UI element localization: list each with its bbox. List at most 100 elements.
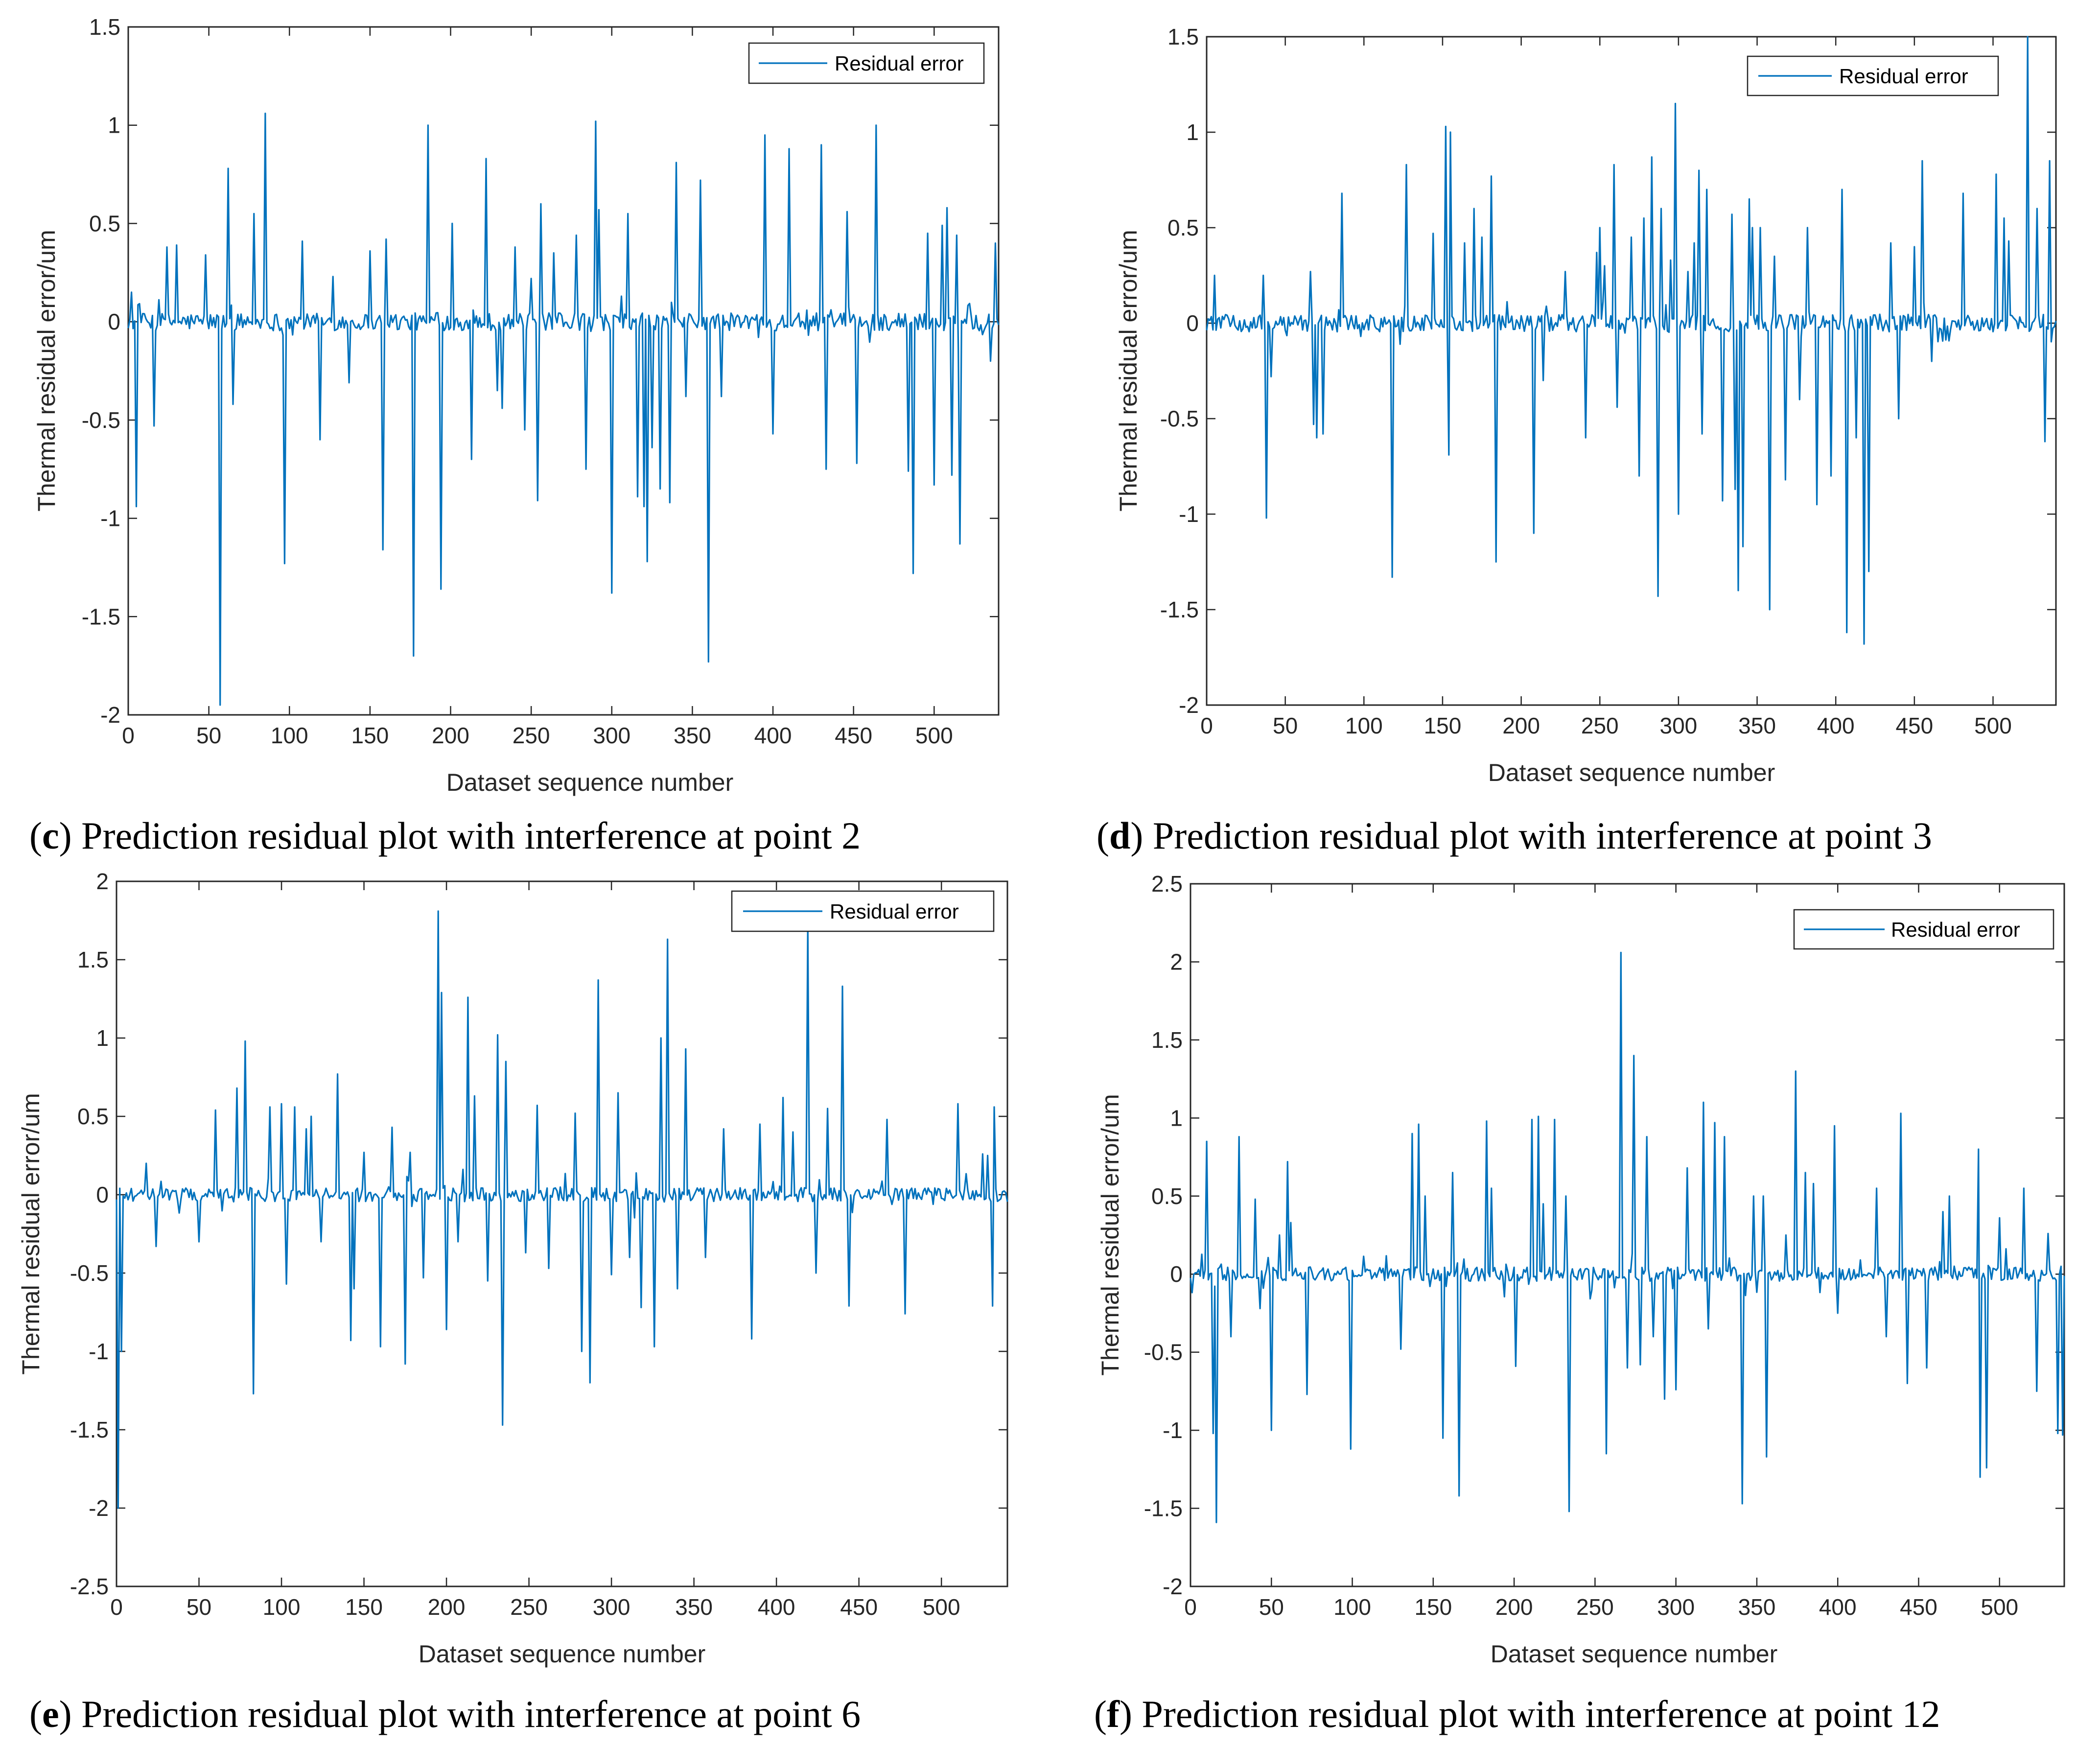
panel-d-xtick-label: 450 — [1895, 713, 1933, 738]
panel-e-ytick-label: 1 — [96, 1025, 109, 1051]
panel-e-xtick-label: 100 — [263, 1594, 301, 1620]
panel-c-residual-line — [127, 113, 1000, 706]
panel-f-xtick-label: 150 — [1414, 1594, 1452, 1620]
panel-e-ytick-label: 2 — [96, 869, 109, 894]
panel-d-residual-line — [1206, 36, 2057, 645]
panel-f-xtick-label: 300 — [1657, 1594, 1695, 1620]
panel-f-plot-area — [1190, 883, 2065, 1587]
panel-c-ytick-label: 0 — [108, 309, 120, 334]
panel-d-legend-label: Residual error — [1839, 65, 1968, 88]
panel-c-chart: 0 50 100 150 200 250 300 350 400 450 500 -2 -1.5 -1 -0… — [29, 14, 1000, 857]
panel-c-caption-text: Prediction residual plot with interferen… — [81, 814, 861, 857]
panel-f-legend: Residual error — [1793, 909, 2054, 950]
panel-d-xtick-label: 300 — [1660, 713, 1698, 738]
panel-f-xtick-label: 450 — [1900, 1594, 1937, 1620]
panel-f-ytick-label: 1 — [1170, 1105, 1183, 1131]
panel-c-legend-label: Residual error — [835, 52, 964, 75]
panel-e-xtick-label: 350 — [675, 1594, 713, 1620]
panel-f-chart: 0 50 100 150 200 250 300 350 400 450 500 -2 -1.5 -1 -0… — [1094, 871, 2065, 1735]
panel-c-ylabel: Thermal residual error/um — [33, 230, 60, 511]
panel-c-xlabel: Dataset sequence number — [446, 769, 733, 796]
panel-d-caption-letter: d — [1109, 814, 1130, 857]
panel-e-xtick-label: 150 — [345, 1594, 383, 1620]
panel-f-xtick-label: 350 — [1738, 1594, 1776, 1620]
panel-c-xtick-label: 0 — [122, 723, 135, 748]
panel-d-xtick-label: 250 — [1581, 713, 1619, 738]
panel-f-ylabel: Thermal residual error/um — [1097, 1094, 1124, 1375]
panel-e-xtick-label: 200 — [428, 1594, 466, 1620]
panel-d-ytick-label: 1.5 — [1167, 24, 1199, 49]
panel-f-xtick-label: 200 — [1495, 1594, 1533, 1620]
panel-e-plot-area — [116, 880, 1008, 1587]
panel-c-xtick-label: 200 — [432, 723, 469, 748]
panel-c-xtick-label: 400 — [754, 723, 792, 748]
panel-f-xtick-label: 100 — [1333, 1594, 1371, 1620]
panel-f-xlabel: Dataset sequence number — [1491, 1640, 1777, 1668]
panel-e-ytick-label: -2 — [89, 1495, 109, 1521]
panel-e-xlabel: Dataset sequence number — [419, 1640, 705, 1668]
panel-e-caption: (e) Prediction residual plot with interf… — [29, 1693, 861, 1735]
panel-c-ytick-label: 1 — [108, 113, 120, 138]
panel-f-xtick-label: 0 — [1184, 1594, 1197, 1620]
panel-f-ytick-label: 2 — [1170, 949, 1183, 974]
panel-c-legend: Residual error — [748, 42, 985, 84]
panel-d-xtick-label: 400 — [1817, 713, 1855, 738]
panel-e-ticks: 0 50 100 150 200 250 300 350 400 450 500 -2.5 -2 -1.5… — [70, 869, 1007, 1620]
panel-c-xtick-label: 350 — [674, 723, 711, 748]
panel-f-ytick-label: 2.5 — [1151, 871, 1183, 897]
panel-f-caption: (f) Prediction residual plot with interf… — [1094, 1693, 1940, 1735]
panel-f-caption-letter: f — [1107, 1693, 1120, 1735]
panel-f-residual-line — [1190, 951, 2065, 1523]
panel-e-ytick-label: 0.5 — [77, 1104, 109, 1129]
panel-d-xtick-label: 150 — [1424, 713, 1462, 738]
panel-c-xtick-label: 50 — [196, 723, 221, 748]
panel-d-ytick-label: -0.5 — [1160, 406, 1199, 431]
panel-f-xtick-label: 250 — [1576, 1594, 1614, 1620]
panel-d-caption: (d) Prediction residual plot with interf… — [1097, 814, 1932, 857]
panel-d-xlabel: Dataset sequence number — [1488, 759, 1775, 786]
panel-f-xtick-label: 500 — [1981, 1594, 2018, 1620]
panel-f-xtick-label: 400 — [1819, 1594, 1857, 1620]
panel-c-caption: (c) Prediction residual plot with interf… — [29, 814, 861, 857]
panel-d-chart: 0 50 100 150 200 250 300 350 400 450 500 -2 -1.5 -1 -0… — [1097, 24, 2057, 857]
panel-e-xtick-label: 400 — [758, 1594, 795, 1620]
panel-d-xtick-label: 500 — [1974, 713, 2012, 738]
panel-f-xtick-label: 50 — [1259, 1594, 1284, 1620]
panel-d-plot-area — [1206, 36, 2057, 706]
panel-d-ytick-label: 1 — [1186, 119, 1199, 145]
panel-c-xtick-label: 100 — [271, 723, 308, 748]
panel-d-ytick-label: -1.5 — [1160, 597, 1199, 622]
panel-d-legend: Residual error — [1747, 55, 1999, 96]
panel-c-ytick-label: -1.5 — [82, 604, 120, 629]
panel-d-ytick-label: -2 — [1179, 692, 1199, 718]
panel-f-ytick-label: 1.5 — [1151, 1027, 1183, 1053]
panel-e-ytick-label: 0 — [96, 1182, 109, 1207]
panel-e-ytick-label: -0.5 — [70, 1260, 109, 1286]
panel-f-ytick-label: -1.5 — [1144, 1496, 1183, 1521]
panel-d-ylabel: Thermal residual error/um — [1115, 230, 1142, 511]
panel-d-xtick-label: 0 — [1200, 713, 1213, 738]
panel-e-legend-label: Residual error — [830, 900, 959, 923]
panel-e-xtick-label: 0 — [110, 1594, 123, 1620]
panel-d-xtick-label: 50 — [1273, 713, 1298, 738]
panel-d-xtick-label: 350 — [1738, 713, 1776, 738]
panel-d-caption-text: Prediction residual plot with interferen… — [1153, 814, 1932, 857]
panel-f-ticks: 0 50 100 150 200 250 300 350 400 450 500 -2 -1.5 -1 -0… — [1144, 871, 2064, 1620]
panel-f-ytick-label: -2 — [1163, 1574, 1183, 1599]
panel-e-xtick-label: 50 — [187, 1594, 211, 1620]
panel-d-ytick-label: 0 — [1186, 310, 1199, 336]
panel-c-xtick-label: 450 — [835, 723, 872, 748]
panel-c-xtick-label: 300 — [593, 723, 630, 748]
panel-e-caption-text: Prediction residual plot with interferen… — [81, 1693, 861, 1735]
panel-c-ticks: 0 50 100 150 200 250 300 350 400 450 500 -2 -1.5 -1 -0… — [82, 14, 999, 748]
panel-e-xtick-label: 450 — [840, 1594, 878, 1620]
panel-e-legend: Residual error — [731, 890, 995, 932]
panel-f-ytick-label: -1 — [1163, 1417, 1183, 1443]
panel-e-xtick-label: 300 — [593, 1594, 630, 1620]
panel-f-legend-label: Residual error — [1891, 918, 2020, 941]
panel-e-residual-line — [116, 910, 1008, 1509]
panel-e-ylabel: Thermal residual error/um — [17, 1093, 45, 1374]
panel-e-ytick-label: 1.5 — [77, 947, 109, 972]
panel-e-ytick-label: -2.5 — [70, 1574, 109, 1599]
